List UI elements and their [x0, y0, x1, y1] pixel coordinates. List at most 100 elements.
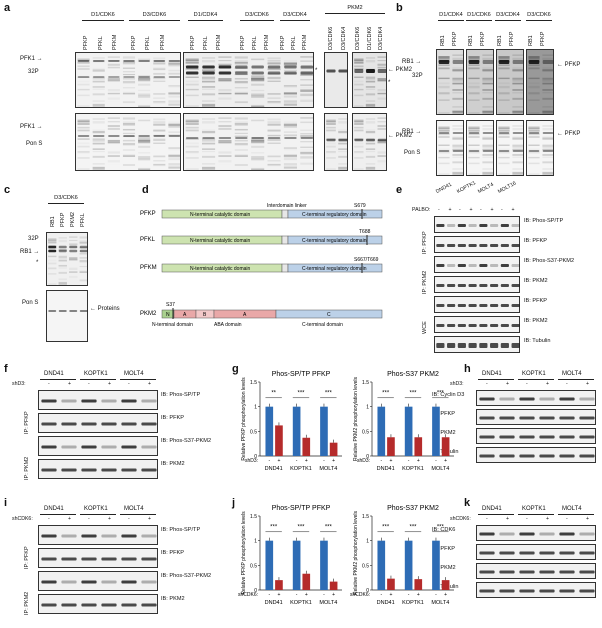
bar [414, 579, 423, 590]
smear-band [300, 56, 314, 58]
group-label: IP: PFKP [24, 411, 30, 434]
band [482, 132, 494, 134]
blot-row [476, 428, 596, 444]
smear-band [251, 76, 265, 79]
smear-band [377, 78, 387, 82]
blot-row [38, 436, 158, 456]
band [447, 264, 456, 267]
blot-bands [326, 69, 348, 73]
panel-k-letter: k [464, 497, 471, 509]
band [579, 570, 595, 574]
smear-band [153, 101, 166, 104]
smear-band [92, 148, 105, 150]
smear-band [168, 93, 181, 95]
ib-label: IB: Tubulin [524, 338, 551, 344]
blot-b-top [436, 49, 464, 115]
linker-label: Interdomain linker [267, 203, 307, 209]
band [284, 71, 297, 75]
smear-band [138, 152, 151, 154]
smear-band [202, 88, 216, 90]
smear-band [512, 69, 524, 72]
smear-band [512, 54, 524, 56]
smear-band [69, 257, 78, 259]
smear-band [77, 88, 90, 90]
smear-band [234, 122, 248, 125]
smear-band [452, 137, 464, 140]
band [79, 310, 88, 312]
ib-label: IB: PFKP [432, 546, 456, 552]
smear-band [452, 161, 464, 164]
smear-band [528, 156, 540, 158]
significance: *** [297, 390, 305, 396]
smear-band [251, 105, 265, 108]
blot-c-bot [46, 290, 88, 342]
smear-band [267, 138, 281, 142]
smear-band [267, 123, 281, 126]
band [92, 76, 105, 78]
band [500, 284, 509, 287]
smear-band [283, 123, 297, 126]
band [141, 580, 157, 584]
band [300, 65, 314, 69]
smear-band [234, 142, 248, 146]
smear-band [438, 93, 450, 95]
smear-band [251, 138, 265, 141]
band [468, 343, 477, 348]
lane-label: PFKM [264, 34, 270, 50]
band [500, 324, 509, 327]
band [559, 532, 575, 536]
group-label: IP: PKM2 [24, 591, 30, 615]
band [202, 65, 215, 69]
band [141, 557, 157, 561]
smear-band [153, 163, 166, 165]
smear-band [234, 101, 248, 104]
smear-band [92, 118, 105, 120]
smear-band [69, 239, 78, 241]
smear-band [185, 105, 199, 107]
smear-band [77, 123, 90, 125]
blot-bands [185, 65, 314, 75]
sign: + [546, 516, 550, 522]
smear-band [300, 89, 314, 92]
blot-row [38, 525, 158, 545]
band [539, 397, 555, 401]
bar [292, 406, 301, 456]
band [457, 244, 466, 247]
band [251, 71, 264, 75]
band [81, 422, 97, 426]
smear-band [107, 92, 120, 95]
band [490, 244, 499, 247]
smear-band [300, 60, 314, 62]
band [482, 150, 494, 152]
smear-band [512, 80, 524, 82]
smear-band [377, 140, 387, 144]
smear-band [122, 135, 136, 137]
smear-band [202, 86, 216, 88]
smear-band [107, 151, 120, 154]
smear-band [326, 119, 336, 123]
y-tick-label: 1.5 [250, 514, 257, 520]
band [447, 324, 456, 327]
smear-band [185, 151, 199, 153]
lane-label: PFKL [291, 36, 297, 50]
smear-band [512, 168, 524, 170]
linker [281, 263, 289, 273]
band [121, 557, 137, 561]
site-label: S667/T669 [354, 257, 379, 263]
c-domain-label: C-terminal regulatory domain [302, 266, 367, 272]
smear-band [107, 80, 120, 82]
band [41, 557, 57, 561]
band [542, 60, 554, 64]
smear-band [77, 157, 90, 159]
smear-band [498, 85, 510, 88]
smear-band [365, 166, 376, 169]
smear-band [202, 59, 216, 63]
smear-band [77, 151, 90, 153]
blot-bands [41, 603, 157, 607]
smear-band [58, 267, 67, 269]
smear-band [338, 155, 348, 158]
band [101, 603, 117, 607]
ib-label: IB: PKM2 [524, 318, 548, 324]
smear-band [377, 80, 387, 82]
cell-underline [40, 379, 76, 380]
